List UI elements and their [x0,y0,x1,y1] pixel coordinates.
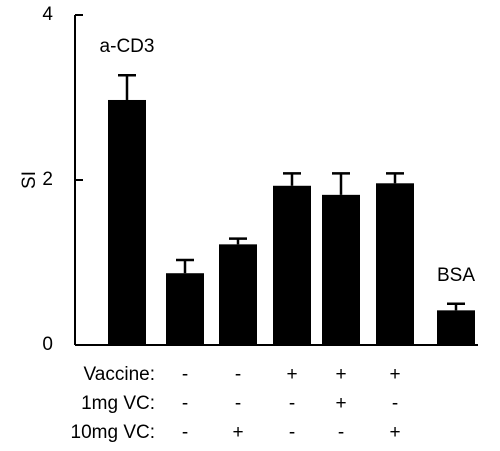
bar [273,185,311,345]
bar [322,194,360,345]
condition-mark: + [335,393,346,414]
bar [376,183,414,345]
y-axis-label: SI [19,171,40,189]
condition-mark: + [232,422,243,443]
bar-annotation: BSA [437,265,475,286]
condition-label: 10mg VC: [71,422,155,443]
bar-annotation: a-CD3 [100,36,155,57]
condition-mark: - [182,364,188,385]
condition-mark: - [235,393,241,414]
bar [166,273,204,345]
condition-mark: - [235,364,241,385]
condition-mark: - [392,393,398,414]
bar [219,244,257,345]
bar [108,99,146,345]
condition-mark: - [338,422,344,443]
condition-mark: + [389,422,400,443]
condition-mark: - [289,393,295,414]
condition-label: 1mg VC: [81,393,155,414]
condition-mark: + [335,364,346,385]
condition-mark: + [389,364,400,385]
bar [437,310,475,345]
y-tick-label: 2 [42,169,53,190]
condition-mark: - [182,422,188,443]
condition-label: Vaccine: [84,364,155,385]
condition-mark: - [289,422,295,443]
y-tick-label: 4 [42,4,53,25]
y-tick-label: 0 [42,334,53,355]
condition-mark: + [286,364,297,385]
condition-mark: - [182,393,188,414]
